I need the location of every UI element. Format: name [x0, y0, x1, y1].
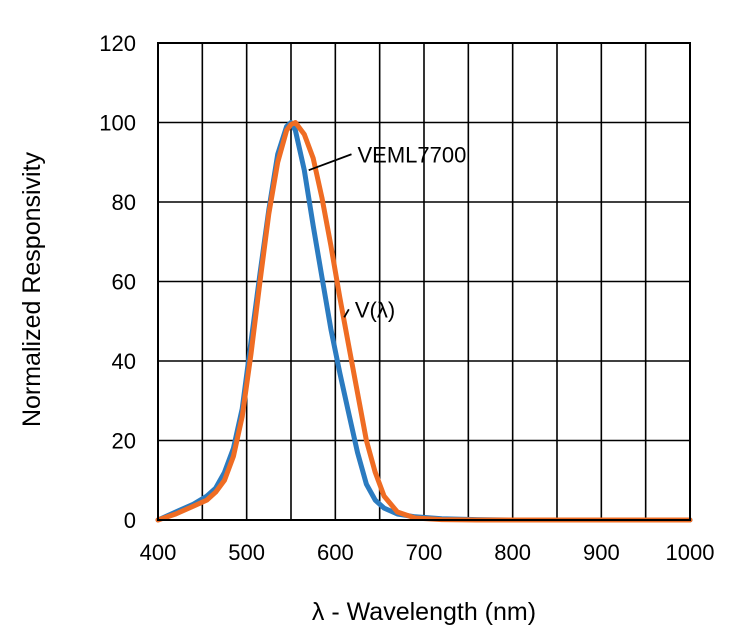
y-tick-label: 100 [99, 111, 136, 136]
annotations: VEML7700 V(λ) [308, 142, 467, 322]
annotation-label: VEML7700 [358, 142, 467, 167]
x-tick-label: 700 [406, 540, 443, 565]
x-tick-label: 600 [317, 540, 354, 565]
grid [158, 43, 690, 520]
annotation-label: V(λ) [355, 297, 395, 322]
y-tick-label: 40 [112, 349, 136, 374]
x-tick-labels: 400 500 600 700 800 900 1000 [140, 540, 715, 565]
x-tick-label: 800 [494, 540, 531, 565]
x-tick-label: 1000 [666, 540, 715, 565]
x-tick-label: 400 [140, 540, 177, 565]
series-line-v-lambda [155, 120, 693, 523]
y-tick-label: 0 [124, 508, 136, 533]
plot-frame [157, 42, 691, 521]
x-axis-title: λ - Wavelength (nm) [312, 598, 536, 626]
y-tick-label: 20 [112, 429, 136, 454]
y-tick-label: 80 [112, 190, 136, 215]
y-tick-label: 60 [112, 270, 136, 295]
y-tick-labels: 0 20 40 60 80 100 120 [99, 31, 136, 533]
y-tick-label: 120 [99, 31, 136, 56]
y-axis-title: Normalized Responsivity [18, 151, 46, 427]
x-tick-label: 500 [228, 540, 265, 565]
annotation-leader-line [308, 153, 352, 172]
annotation-leader-line [343, 308, 350, 318]
x-tick-label: 900 [583, 540, 620, 565]
series-lines [155, 120, 693, 523]
